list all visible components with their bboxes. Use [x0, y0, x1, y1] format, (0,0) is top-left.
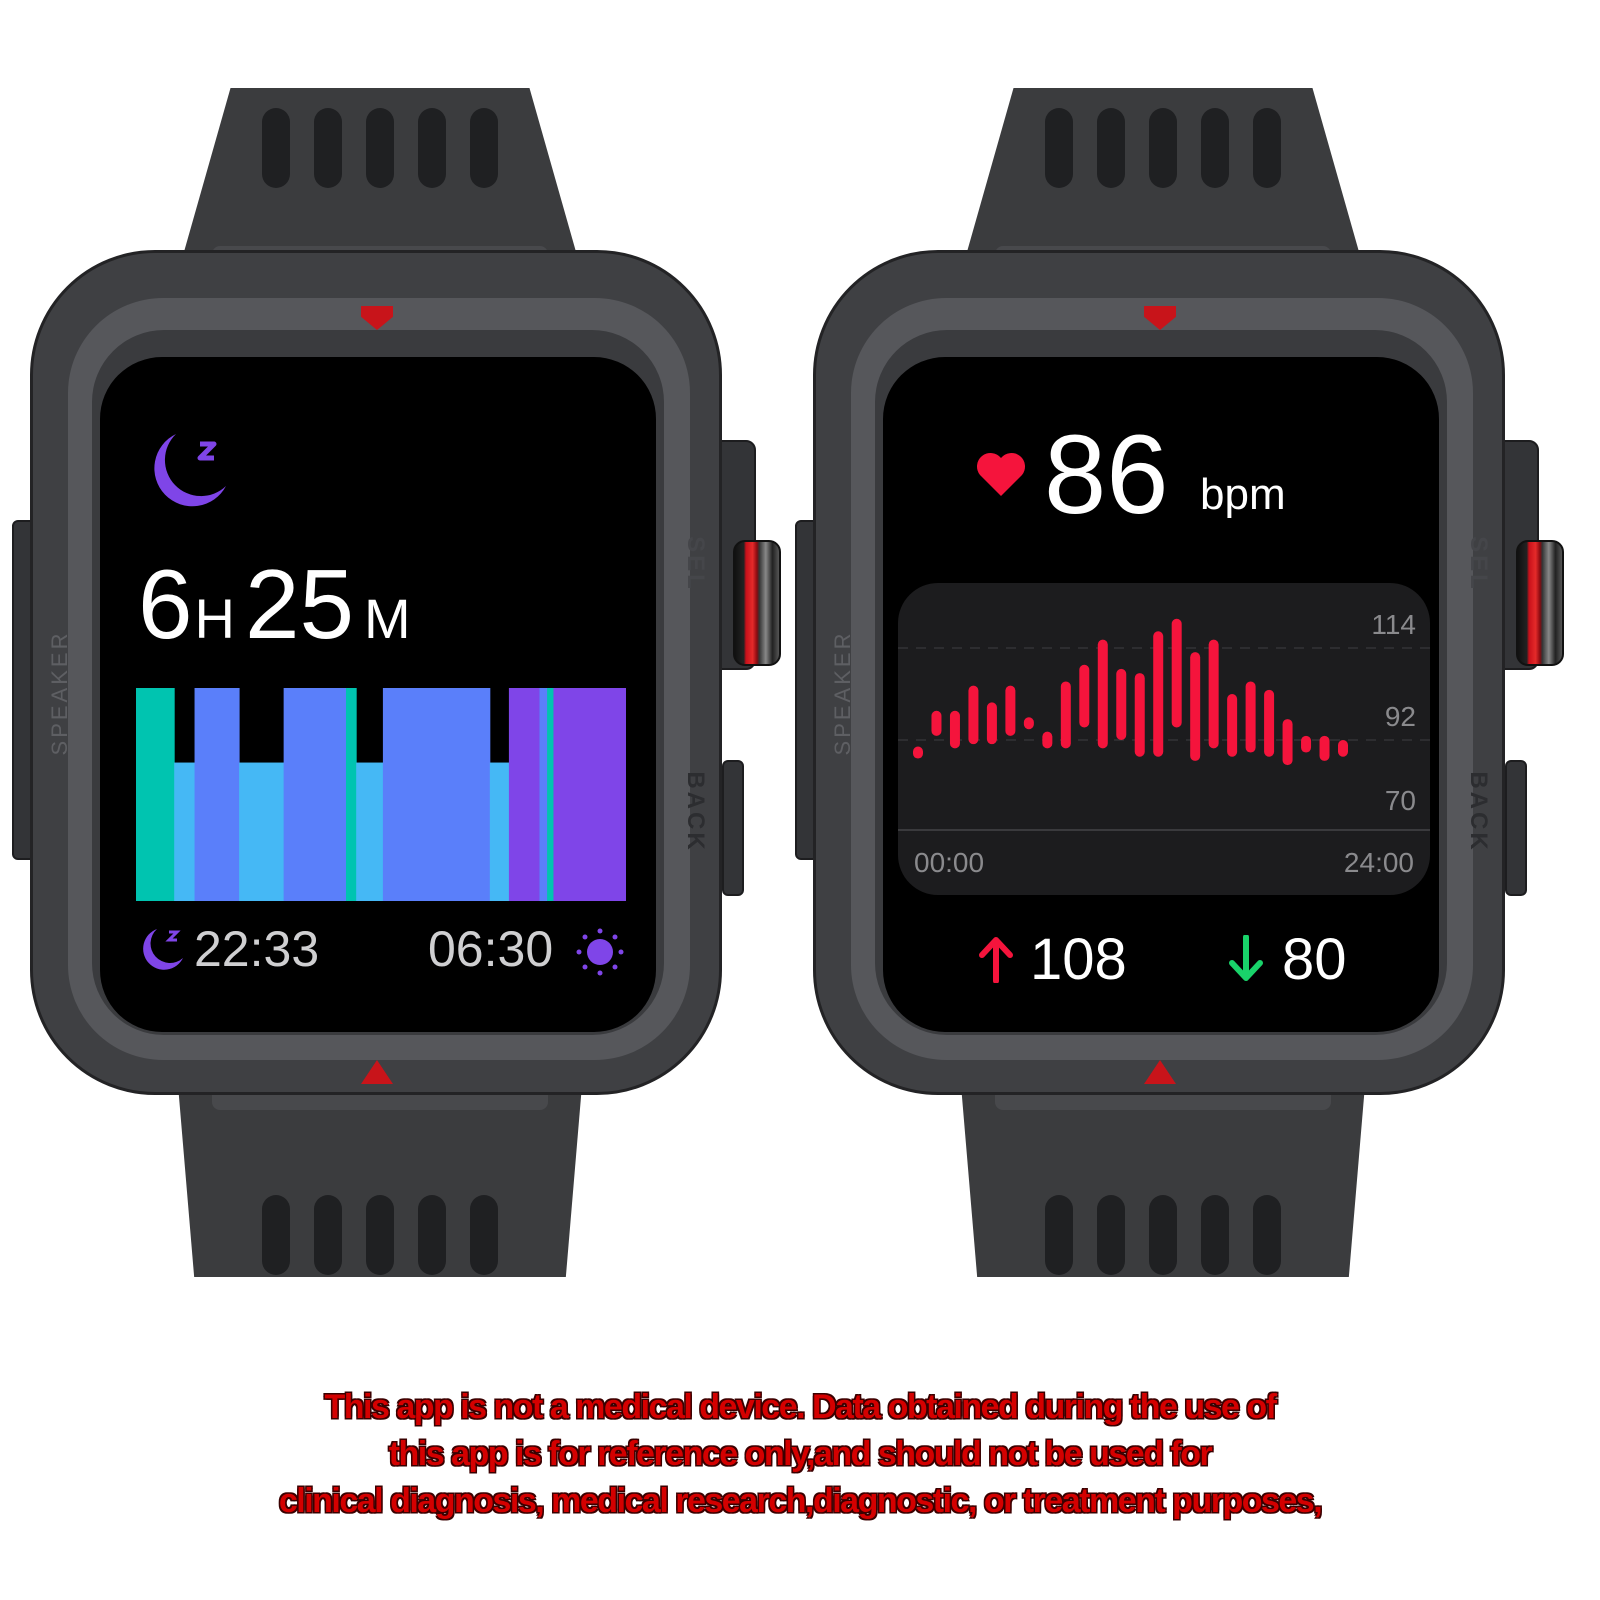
sleep-segment-teal — [547, 688, 554, 901]
heart-rate-bar — [1005, 685, 1016, 736]
x-tick-label: 00:00 — [914, 847, 985, 878]
back-label: BACK — [682, 771, 709, 853]
strap-slot — [1149, 1195, 1177, 1275]
sleep-segment-teal — [136, 688, 175, 901]
heart-rate-bar — [1023, 717, 1034, 730]
select-crown[interactable] — [733, 540, 781, 666]
strap-slot — [1045, 1195, 1073, 1275]
strap-slot — [262, 1195, 290, 1275]
heart-rate-unit: bpm — [1200, 470, 1286, 519]
select-crown[interactable] — [1516, 540, 1564, 666]
heart-rate-bar — [968, 685, 979, 745]
strap-slot — [314, 1195, 342, 1275]
sleep-segment-light_blue — [239, 762, 285, 901]
disclaimer-line: this app is for reference only,and shoul… — [388, 1435, 1213, 1473]
strap-slot — [1045, 108, 1073, 188]
wake-time: 06:30 — [428, 921, 554, 977]
heart-rate-bar — [1060, 681, 1071, 749]
sleep-segment-purple — [508, 688, 540, 901]
heart-rate-bar — [1319, 735, 1330, 761]
sleep-minutes-unit: M — [363, 587, 411, 650]
back-label: BACK — [1465, 771, 1492, 853]
strap-slot — [314, 108, 342, 188]
strap-slot — [418, 1195, 446, 1275]
strap-slot — [470, 108, 498, 188]
strap-slot — [262, 108, 290, 188]
sleep-segment-light_blue — [174, 762, 196, 901]
heart-rate-value: 86 — [1044, 412, 1169, 537]
heart-rate-bar — [1116, 668, 1127, 740]
heart-rate-bar — [1264, 689, 1275, 757]
heart-rate-bar — [1097, 639, 1108, 749]
heart-rate-chart — [898, 618, 1430, 831]
heart-rate-bar — [1301, 735, 1312, 753]
heart-rate-bar — [1245, 681, 1256, 753]
bedtime-moon-icon — [143, 929, 183, 970]
sleep-hours-unit: H — [194, 587, 235, 650]
y-tick-label: 114 — [1371, 609, 1416, 640]
sleep-segment-blue — [382, 688, 491, 901]
sleep-segment-blue — [194, 688, 240, 901]
disclaimer-line: clinical diagnosis, medical research,dia… — [278, 1482, 1323, 1520]
heart-rate-bar — [1153, 631, 1164, 757]
min-heart-rate: 80 — [1282, 927, 1347, 992]
x-tick-label: 24:00 — [1343, 847, 1414, 878]
heart-rate-chart-card: 114 92 70 00:00 24:00 — [898, 583, 1430, 895]
heart-rate-bar — [1190, 652, 1201, 761]
heart-rate-bar — [1227, 694, 1238, 757]
arrow-down-icon — [1229, 935, 1263, 981]
heart-rate-bar — [1282, 719, 1293, 766]
sleep-segment-teal — [346, 688, 357, 901]
y-tick-label: 92 — [1384, 701, 1416, 732]
moon-zzz-icon — [154, 434, 226, 507]
heart-rate-bar — [1208, 639, 1219, 749]
strap-slot — [1097, 108, 1125, 188]
heart-rate-bar — [931, 710, 942, 736]
heart-rate-bar — [986, 702, 997, 745]
strap-slot — [1097, 1195, 1125, 1275]
heart-rate-bar — [1171, 618, 1182, 728]
speaker-label: SPEAKER — [47, 630, 72, 756]
sun-icon — [576, 928, 624, 976]
bedtime: 22:33 — [194, 921, 320, 977]
sleep-segment-light_blue — [489, 762, 510, 901]
arrow-up-icon — [979, 937, 1013, 983]
heart-rate-bar — [1338, 740, 1348, 757]
strap-slot — [366, 1195, 394, 1275]
strap-slot — [418, 108, 446, 188]
heart-rate-bar — [949, 710, 960, 749]
strap-slot — [366, 108, 394, 188]
heart-rate-bar — [1079, 664, 1090, 728]
sel-label: SEL — [1465, 536, 1492, 592]
sleep-duration: 6 H 25 M — [138, 548, 411, 659]
heart-rate-bar — [1042, 731, 1053, 749]
back-button[interactable] — [1505, 760, 1527, 896]
sleep-hours: 6 — [138, 549, 193, 659]
sleep-segment-blue — [539, 688, 548, 901]
strap-slot — [1253, 108, 1281, 188]
sleep-segment-blue — [283, 688, 347, 901]
heart-rate-bar — [913, 746, 923, 759]
strap-slot — [470, 1195, 498, 1275]
disclaimer-line: This app is not a medical device. Data o… — [324, 1388, 1277, 1426]
speaker-label: SPEAKER — [830, 630, 855, 756]
back-button[interactable] — [722, 760, 744, 896]
heart-icon — [976, 452, 1026, 496]
sleep-segment-purple — [553, 688, 626, 901]
y-tick-label: 70 — [1384, 785, 1416, 816]
sel-label: SEL — [682, 536, 709, 592]
heart-rate-bar — [1134, 673, 1145, 757]
max-heart-rate: 108 — [1030, 927, 1127, 992]
sleep-segment-light_blue — [356, 762, 384, 901]
sleep-minutes: 25 — [244, 549, 354, 659]
sleep-stage-chart — [136, 688, 626, 901]
strap-slot — [1201, 108, 1229, 188]
strap-slot — [1149, 108, 1177, 188]
strap-slot — [1253, 1195, 1281, 1275]
strap-slot — [1201, 1195, 1229, 1275]
